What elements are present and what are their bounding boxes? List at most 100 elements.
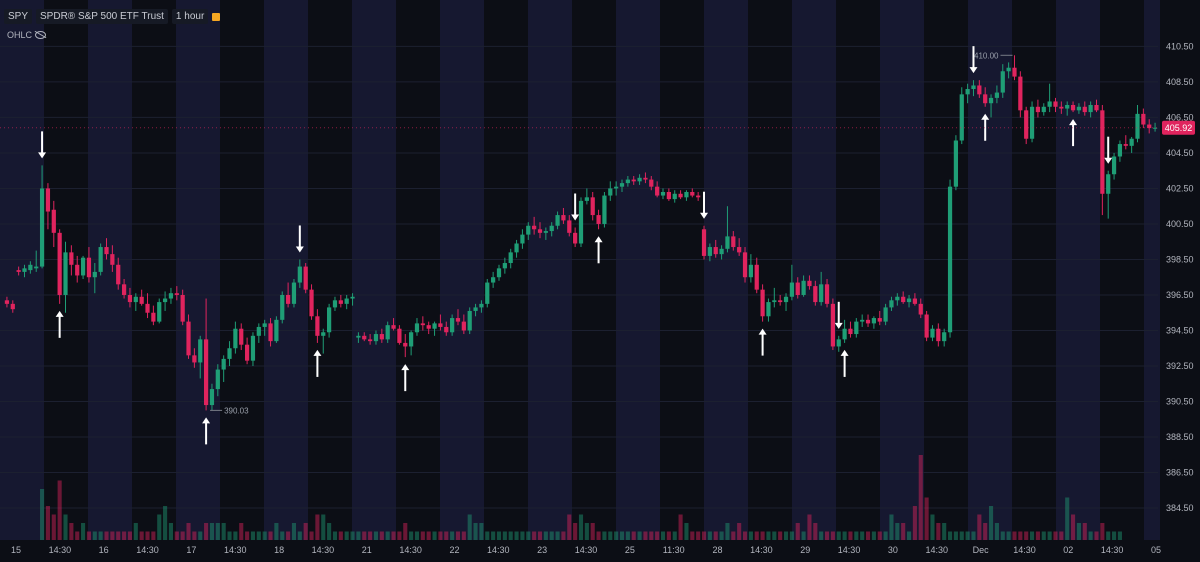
candle-body [783,296,789,303]
volume-bar [789,531,794,540]
volume-bar [1117,531,1122,540]
candle-body [983,94,988,104]
session-band [880,0,924,540]
candle-body [655,186,660,196]
candle-body [1106,174,1111,194]
volume-bar [649,531,654,540]
candle-body [901,296,906,303]
candle-body [830,303,835,347]
candle-body [69,252,74,265]
volume-bar [420,531,425,540]
volume-bar [696,531,701,540]
candle-body [930,328,935,338]
candle-body [707,247,712,256]
candle-body [432,323,437,329]
volume-bar [608,531,613,540]
hidden-eye-icon[interactable] [35,31,47,39]
candle-body [221,358,226,370]
candle-body [590,197,595,216]
volume-bar [924,497,929,540]
symbol-ticker[interactable]: SPY [4,9,33,24]
volume-bar [122,531,127,540]
volume-bar [959,531,964,540]
volume-bar [262,531,267,540]
candle-body [965,89,970,95]
volume-bar [1030,531,1035,540]
candle-body [1111,156,1117,175]
volume-bar [256,531,261,540]
candle-body [1006,67,1011,72]
volume-bar [877,531,882,540]
candle-body [80,257,86,276]
candle-body [772,300,777,303]
candle-body [649,179,654,187]
volume-bar [1071,514,1076,540]
candle-body [104,247,109,255]
candle-body [110,254,115,265]
volume-bar [391,531,396,540]
time-tick-label: 05 [1151,545,1161,555]
up-arrow-head-icon [1069,119,1078,126]
volume-bar [368,531,373,540]
volume-bar [795,523,800,540]
volume-bar [514,531,519,540]
candle-body [1082,106,1087,113]
volume-bar [204,523,209,540]
session-band [528,0,572,540]
candle-body [1047,101,1052,107]
volume-bar [836,531,841,540]
session-bands [0,0,1188,540]
volume-bar [110,531,115,540]
volume-bar [209,523,215,540]
volume-bar [824,531,830,540]
volume-bar [75,531,80,540]
candle-body [444,326,449,333]
candle-body [532,225,537,230]
volume-bar [772,531,777,540]
volume-bar [537,531,543,540]
volume-bar [573,523,578,540]
candle-body [824,284,830,304]
time-axis: 15 14:30 16 14:30 17 14:30 18 14:30 21 14:30 22 14:… [0,540,1200,562]
symbol-name[interactable]: SPDR® S&P 500 ETF Trust [36,9,168,24]
candle-body [643,177,648,180]
candle-body [180,294,185,322]
candle-body [244,344,250,361]
candle-body [379,334,384,340]
volume-bar [221,523,226,540]
volume-bar [479,523,484,540]
candle-body [98,247,103,272]
price-tick-label: 400.50 [1166,219,1194,229]
candle-body [438,323,443,327]
candle-body [836,339,841,347]
time-tick-label: 14:30 [750,545,773,555]
volume-bar [1082,523,1087,540]
candle-body [1076,106,1082,111]
volume-bar [783,531,789,540]
volume-bar [737,523,742,540]
volume-bar [104,531,109,540]
time-tick-label: 29 [800,545,810,555]
volume-bar [332,531,338,540]
up-arrow-head-icon [840,349,849,356]
volume-bar [819,531,824,540]
candle-body [162,298,168,303]
down-arrow-head-icon [1104,157,1113,164]
candle-body [760,289,765,317]
volume-bar [690,531,695,540]
indicator-legend[interactable]: OHLC [7,30,47,40]
candle-body [133,296,138,303]
volume-bar [971,531,976,540]
candle-body [327,307,332,333]
candle-body [842,328,847,340]
candle-body [660,192,666,196]
up-arrow-head-icon [313,349,322,356]
volume-bar [502,531,507,540]
candle-body [1029,106,1035,139]
interval-label[interactable]: 1 hour [171,9,209,24]
volume-bar [707,531,712,540]
candle-body [988,97,994,104]
volume-bar [215,523,220,540]
volume-bar [643,531,648,540]
